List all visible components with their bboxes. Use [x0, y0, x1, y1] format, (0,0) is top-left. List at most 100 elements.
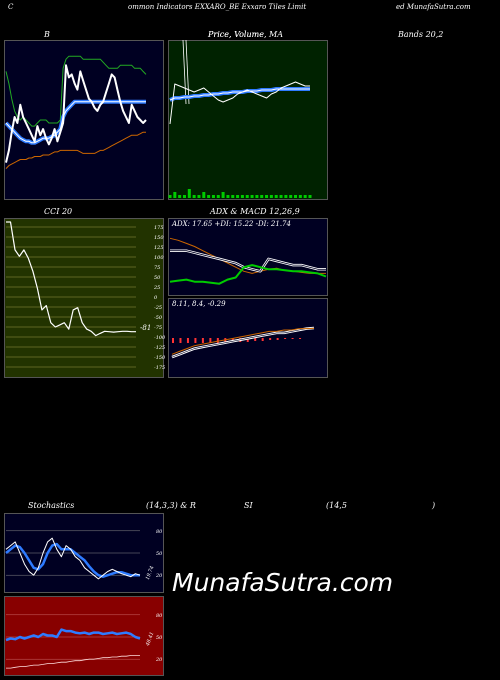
macd-histogram-bar [194, 338, 197, 343]
price-ma-line [169, 88, 310, 101]
macd-histogram-bar [276, 338, 279, 340]
price-line [169, 81, 310, 125]
rsi-tick-label: 50 [156, 635, 163, 641]
volume-bar [178, 195, 182, 198]
macd-line [171, 327, 315, 355]
volume-bar [298, 195, 302, 198]
stoch-d-line [5, 542, 140, 578]
macd-histogram-bar [216, 338, 219, 343]
cci-last-value: -81 [140, 324, 152, 332]
volume-bar [192, 195, 196, 198]
stoch-tick-label: 80 [156, 529, 163, 535]
watermark: MunafaSutra.com [172, 568, 394, 597]
cci-tick-label: 175 [154, 225, 164, 231]
macd-histogram-bar [299, 338, 302, 339]
cci-tick-label: 125 [154, 245, 164, 251]
rsi-tick-label: 20 [155, 657, 163, 663]
volume-bar [182, 195, 186, 198]
price-spike-line [185, 39, 190, 105]
price-title-overlap: Price, Volume [208, 30, 264, 39]
macd-histogram-bar [186, 338, 189, 343]
cci-tick-label: 50 [154, 275, 161, 281]
volume-bar [211, 195, 215, 198]
cci-title: CCI 20 [44, 207, 73, 216]
cci-tick-label: 150 [154, 235, 164, 241]
volume-bar [216, 195, 220, 198]
volume-bar [168, 195, 172, 198]
price-panel [168, 40, 328, 200]
volume-bar [255, 195, 259, 198]
cci-tick-label: -150 [154, 355, 166, 361]
volume-bar [187, 189, 191, 198]
macd-signal-inner [171, 327, 315, 358]
macd-histogram-bar [224, 338, 227, 343]
stoch-params: (14,3,3) & R [146, 501, 196, 510]
volume-bar [236, 195, 240, 198]
macd-histogram-bar [209, 338, 212, 343]
volume-bar [289, 195, 293, 198]
macd-histogram-bar [269, 338, 272, 340]
stoch-tick-label: 50 [156, 551, 163, 557]
volume-bar [269, 195, 273, 198]
macd-histogram-bar [246, 338, 249, 342]
bollinger-right-label: Bands 20,2 [398, 30, 444, 39]
cci-tick-label: -175 [154, 365, 165, 371]
cci-tick-label: 75 [154, 265, 160, 271]
volume-bar [294, 195, 298, 198]
stoch-k-line [5, 537, 141, 580]
bollinger-panel [4, 40, 164, 200]
header-left: C [8, 3, 14, 11]
volume-bar [274, 195, 278, 198]
volume-bar [284, 195, 288, 198]
macd-signal-band [171, 326, 315, 359]
plus-di-line [169, 264, 327, 285]
volume-bar [245, 195, 249, 198]
bollinger-upper-line [5, 55, 147, 127]
cci-tick-label: 100 [154, 255, 164, 261]
bollinger-lower-line [5, 131, 146, 169]
volume-bar [308, 195, 312, 198]
minus-di-inner [170, 250, 326, 272]
volume-bar [173, 192, 177, 198]
stoch-title: Stochastics [28, 501, 75, 510]
macd-histogram-bar [172, 338, 174, 343]
rsi-params-close: ) [432, 501, 436, 510]
cci-tick-label: 0 [154, 295, 158, 301]
volume-bar [231, 195, 235, 198]
cci-tick-label: -125 [154, 345, 165, 351]
macd-histogram-bar [201, 338, 204, 343]
volume-bar [260, 195, 264, 198]
cci-line [6, 221, 136, 337]
rsi-price-overlay-line [6, 655, 140, 669]
bollinger-title: B [44, 30, 50, 39]
price-title: Price, Volume, MA [208, 30, 284, 39]
header-site: ed MunafaSutra.com [396, 3, 471, 11]
adx-readout: ADX: 17.65 +DI: 15.22 -DI: 21.74 [172, 220, 291, 228]
bollinger-middle-band [4, 99, 146, 145]
volume-bar [221, 192, 225, 198]
cci-tick-label: -25 [154, 305, 162, 311]
bollinger-price-line [5, 64, 147, 163]
volume-bar [303, 195, 307, 198]
cci-tick-label: -100 [154, 335, 166, 341]
macd-readout: 8.11, 8.4, -0.29 [172, 300, 226, 308]
cci-tick-label: -75 [154, 325, 162, 331]
volume-bar [265, 195, 269, 198]
macd-histogram-bar [284, 338, 287, 339]
cci-tick-label: 25 [153, 285, 160, 291]
macd-histogram-bar [254, 338, 257, 341]
rsi-params: (14,5 [326, 501, 347, 510]
adx-panel [168, 218, 328, 296]
macd-histogram-bar [261, 338, 264, 341]
adx-title: ADX & MACD 12,26,9 [210, 207, 300, 216]
macd-histogram-bar [291, 338, 294, 339]
rsi-title: SI [244, 501, 253, 510]
rsi-line [5, 628, 141, 642]
volume-bar [207, 195, 211, 198]
volume-bar [197, 195, 201, 198]
cci-panel [4, 218, 164, 378]
volume-bar [240, 195, 244, 198]
volume-bar [226, 195, 230, 198]
volume-bar [202, 192, 206, 198]
